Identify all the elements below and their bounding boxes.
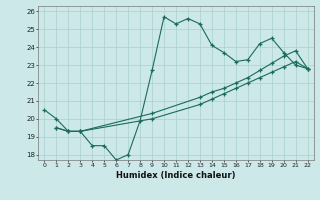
- X-axis label: Humidex (Indice chaleur): Humidex (Indice chaleur): [116, 171, 236, 180]
